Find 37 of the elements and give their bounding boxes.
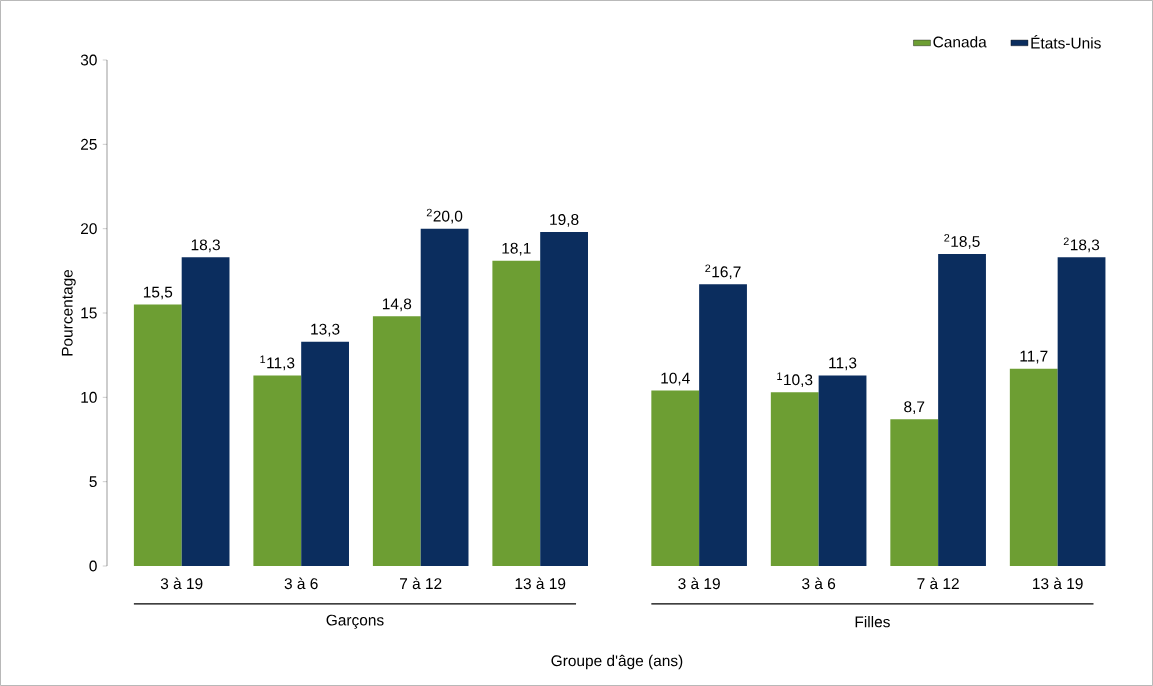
y-tick-label: 10 [81,391,97,403]
y-tick-label: 5 [89,476,97,488]
text: Garçons [326,614,384,629]
x-tick-label: 3 à 6 [284,577,318,590]
data-label: 19,8 [550,214,579,227]
y-tick-label: 30 [80,54,97,66]
data-label: $^{2}$18,5 [944,234,980,249]
data-label: 18,1 [502,242,531,256]
data-label: $^{1}$10,3 [777,372,813,388]
data-label: 15,5 [143,286,173,300]
text: Filles [855,615,890,628]
data-label: 13,3 [311,323,340,337]
data-label: 14,8 [382,298,412,312]
x-tick-label: 3 à 6 [802,577,836,590]
x-tick-label: 3 à 19 [678,577,720,590]
y-tick-label: 15 [81,307,97,319]
x-tick-label: 3 à 19 [160,577,203,590]
data-label: $^{2}$16,7 [705,264,741,280]
x-tick-label: 7 à 12 [400,577,442,590]
data-label: $^{2}$20,0 [426,208,463,224]
legend-label: Canada [933,36,987,48]
data-label: 10,4 [661,372,690,386]
y-tick-label: 0 [89,560,97,572]
y-tick-label: 25 [81,138,97,150]
data-label: 18,3 [191,239,220,253]
data-label: $^{1}$11,3 [260,355,295,371]
x-tick-label: 7 à 12 [917,577,959,590]
x-axis-title: Groupe d'âge (ans) [551,654,683,670]
legend-label: États-Unis [1031,35,1101,49]
data-label: $^{2}$18,3 [1063,237,1100,253]
data-label: 11,3 [829,357,857,371]
x-tick-label: 13 à 19 [515,577,566,590]
y-axis-title: Pourcentage [61,269,76,356]
data-label: 11,7 [1020,350,1048,364]
data-label: 8,7 [904,401,925,415]
x-tick-label: 13 à 19 [1033,577,1083,590]
y-tick-label: 20 [81,223,97,235]
